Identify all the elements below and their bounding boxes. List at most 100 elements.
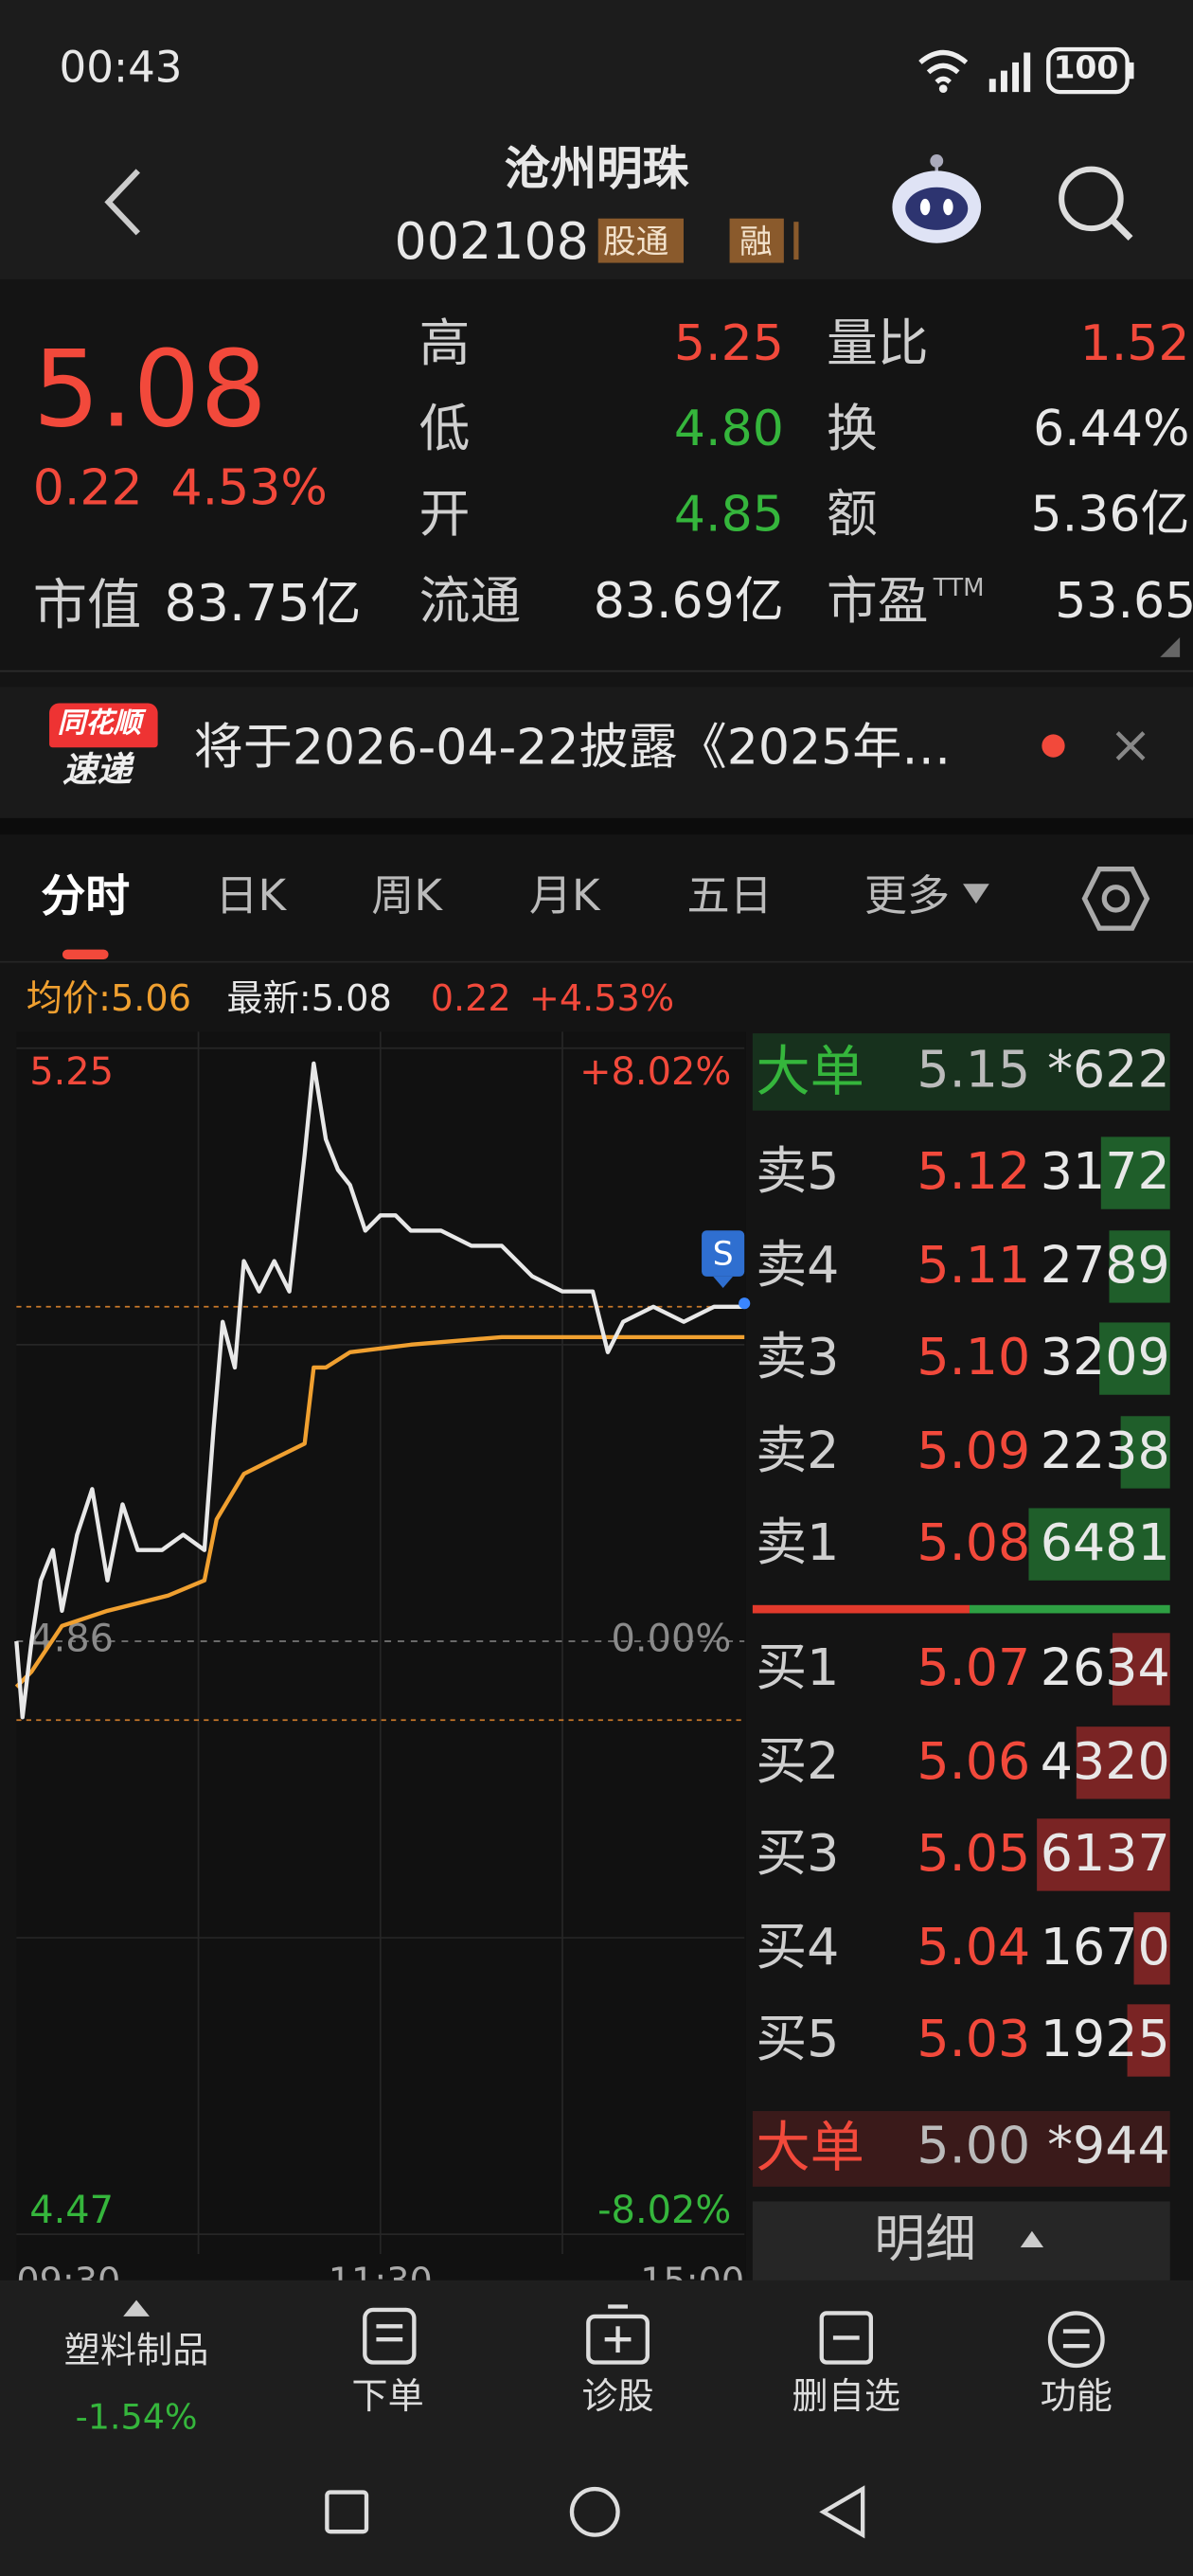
badge: 股通 <box>602 222 669 261</box>
badge-bg <box>729 218 784 263</box>
nav-item[interactable]: 诊股 <box>581 2377 654 2419</box>
corner-mark <box>1160 637 1181 657</box>
ratio-bar-bid <box>752 1604 970 1614</box>
y2-tick-label: -8.02% <box>597 2189 731 2232</box>
tab[interactable]: 周K <box>371 872 442 922</box>
stat-value: 83.69亿 <box>593 573 784 632</box>
search-button[interactable] <box>1052 161 1137 246</box>
logo-text: 同花顺 <box>57 707 142 741</box>
change: 0.22 <box>430 978 511 1021</box>
signal-marker-glyph: S <box>713 1235 734 1273</box>
gap <box>0 817 1193 835</box>
tab[interactable]: 五日 <box>686 872 773 922</box>
level-volume: 1925 <box>1040 2010 1170 2069</box>
last-price: 5.08 <box>32 330 268 453</box>
stat-value: 6.44% <box>1033 401 1190 458</box>
nav-icons <box>123 2299 1105 2539</box>
level-price: 5.09 <box>917 1421 1031 1480</box>
level-label: 卖1 <box>756 1513 840 1573</box>
stat-value: 1.52 <box>1079 315 1190 373</box>
tab[interactable]: 月K <box>528 872 600 922</box>
level-volume: 1670 <box>1040 1917 1170 1977</box>
avg-price: 均价:5.06 <box>26 978 192 1021</box>
level-label: 买1 <box>756 1638 840 1698</box>
stat-label: 开 <box>418 485 471 546</box>
last-point <box>739 1297 751 1310</box>
ratio-bar-ask <box>969 1604 1170 1614</box>
badge-edge <box>793 222 799 260</box>
tab-icons[interactable] <box>963 881 1160 921</box>
detail-button[interactable]: 明细 <box>874 2210 976 2270</box>
level-price: 5.08 <box>917 1513 1031 1573</box>
settings-button[interactable] <box>1081 864 1150 933</box>
detail-bg[interactable] <box>752 2201 1170 2284</box>
latest-price: 最新:5.08 <box>226 978 392 1021</box>
big-order-price: 5.00 <box>917 2117 1031 2176</box>
level-price: 5.05 <box>917 1824 1031 1884</box>
stat-value: 5.36亿 <box>1030 486 1190 545</box>
news-text[interactable]: 将于2026-04-22披露《2025年… <box>193 719 952 778</box>
stat-label: 市值 <box>32 572 142 637</box>
stat-value: 5.25 <box>673 315 784 373</box>
status-icons <box>918 46 1134 95</box>
y2-tick-label: 0.00% <box>612 1617 732 1660</box>
level-volume: 2789 <box>1040 1235 1170 1295</box>
level-label: 卖2 <box>756 1421 840 1480</box>
change-pct: +4.53% <box>528 978 675 1021</box>
level-price: 5.11 <box>917 1235 1031 1295</box>
sector-name[interactable]: 塑料制品 <box>63 2331 209 2372</box>
volume-bar <box>1128 2004 1170 2077</box>
nav-item[interactable]: 删自选 <box>792 2377 901 2419</box>
assistant-button[interactable] <box>884 152 989 250</box>
back-button[interactable] <box>96 164 154 240</box>
volume-bar <box>1121 1415 1170 1488</box>
stat-value: 4.80 <box>673 401 784 458</box>
signal-marker: S <box>702 1230 745 1288</box>
volume-bar <box>1099 1322 1170 1395</box>
level-volume: 6481 <box>1040 1513 1170 1573</box>
y-tick-label: 4.47 <box>29 2189 114 2232</box>
level-label: 卖3 <box>756 1328 840 1387</box>
nav-item[interactable]: 功能 <box>1040 2377 1113 2419</box>
big-order-bg <box>752 2111 1170 2187</box>
signal-marker-tip <box>713 1276 734 1288</box>
y-tick-label: 5.25 <box>29 1050 114 1094</box>
level-label: 卖4 <box>756 1235 840 1295</box>
change-pct: 4.53% <box>170 459 328 518</box>
badge-bg <box>597 218 684 263</box>
stat-value: 83.75亿 <box>164 574 362 634</box>
volume-bar <box>1028 1508 1170 1581</box>
stat-label: 高 <box>418 314 471 374</box>
stat-value: 4.85 <box>673 486 784 545</box>
volume-bar <box>1113 1633 1170 1706</box>
tab-active[interactable]: 分时 <box>41 871 131 923</box>
news-controls[interactable] <box>1035 723 1153 772</box>
stat-label: 换 <box>826 400 878 459</box>
header-bg <box>0 0 1193 279</box>
big-order-label: 大单 <box>756 1039 864 1103</box>
volume-bar <box>1133 1911 1170 1984</box>
tab[interactable]: 更多 <box>864 872 951 922</box>
level-label: 买2 <box>756 1731 840 1791</box>
big-order-bg <box>752 1033 1170 1111</box>
nav-bg <box>0 2280 1193 2576</box>
stat-label: 市盈 <box>826 572 929 632</box>
news-bg <box>0 687 1193 818</box>
nav-item[interactable]: 下单 <box>351 2377 424 2419</box>
level-volume: 6137 <box>1040 1824 1170 1884</box>
y2-tick-label: +8.02% <box>579 1050 731 1094</box>
tab[interactable]: 日K <box>215 872 287 922</box>
level-volume: 2238 <box>1040 1421 1170 1480</box>
level-volume: 4320 <box>1040 1731 1170 1791</box>
big-order-price: 5.15 <box>917 1040 1031 1100</box>
stat-label-sup: TTM <box>933 572 985 602</box>
clock: 00:43 <box>59 44 183 94</box>
volume-bar <box>1076 1726 1170 1798</box>
level-volume: 2634 <box>1040 1638 1170 1698</box>
sector-change: -1.54% <box>75 2397 198 2438</box>
level-label: 卖5 <box>756 1142 840 1202</box>
level-price: 5.10 <box>917 1328 1031 1387</box>
price-line <box>14 1334 745 1689</box>
